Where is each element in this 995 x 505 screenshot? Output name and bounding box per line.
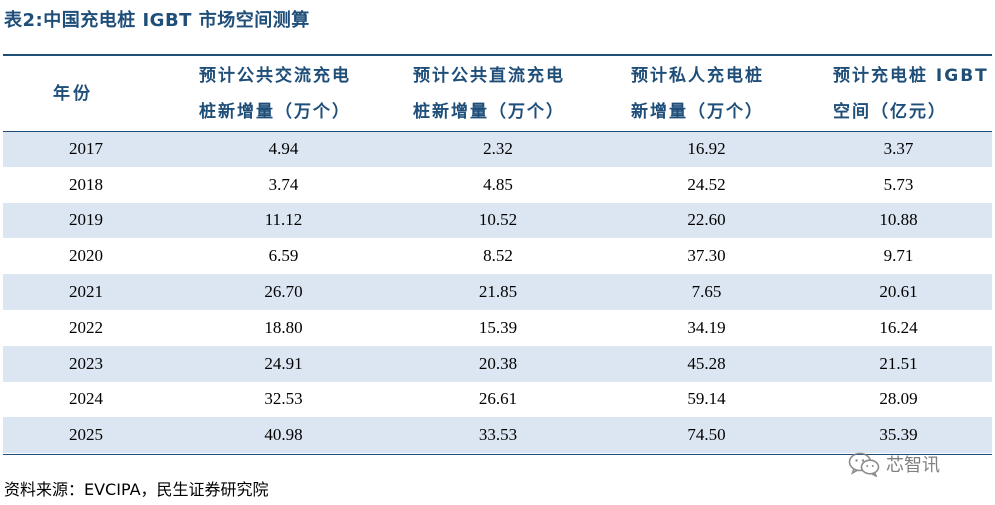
- header-line: 桩新增量（万个）: [413, 101, 565, 122]
- table-row: 2021 26.70 21.85 7.65 20.61: [3, 274, 992, 310]
- table-cell: 21.51: [805, 345, 992, 382]
- header-line: 预计公共直流充电: [413, 65, 565, 86]
- header-private: 预计私人充电桩 新增量（万个）: [608, 56, 805, 131]
- table-cell: 18.80: [179, 309, 388, 346]
- cell-year: 2022: [3, 309, 179, 346]
- header-year: 年份: [53, 83, 93, 104]
- table-cell: 22.60: [608, 202, 805, 239]
- table-cell: 15.39: [388, 309, 608, 346]
- table-cell: 34.19: [608, 309, 805, 346]
- header-public-dc: 预计公共直流充电 桩新增量（万个）: [388, 56, 608, 131]
- cell-year: 2020: [3, 238, 179, 275]
- table-row: 2024 32.53 26.61 59.14 28.09: [3, 381, 992, 418]
- header-igbt-space: 预计充电桩 IGBT 空间（亿元）: [805, 56, 992, 131]
- table-row: 2019 11.12 10.52 22.60 10.88: [3, 202, 992, 239]
- table-top-rule: [3, 54, 992, 56]
- wechat-icon: [848, 452, 880, 477]
- header-line: 预计充电桩 IGBT: [833, 65, 989, 86]
- table-row: 2018 3.74 4.85 24.52 5.73: [3, 166, 992, 203]
- header-line: 桩新增量（万个）: [199, 101, 351, 122]
- table-cell: 6.59: [179, 238, 388, 275]
- table-row: 2022 18.80 15.39 34.19 16.24: [3, 309, 992, 346]
- table-cell: 26.61: [388, 381, 608, 418]
- table-cell: 20.38: [388, 345, 608, 382]
- cell-year: 2018: [3, 166, 179, 203]
- table-cell: 33.53: [388, 417, 608, 454]
- table-cell: 37.30: [608, 238, 805, 275]
- table-cell: 5.73: [805, 166, 992, 203]
- table-cell: 40.98: [179, 417, 388, 454]
- table-cell: 20.61: [805, 274, 992, 310]
- header-line: 新增量（万个）: [631, 101, 764, 122]
- table-cell: 9.71: [805, 238, 992, 275]
- table-row: 2020 6.59 8.52 37.30 9.71: [3, 238, 992, 275]
- header-bottom-rule: [3, 131, 992, 132]
- watermark: 芯智讯: [848, 451, 940, 477]
- table-header: 年份 预计公共交流充电 桩新增量（万个） 预计公共直流充电 桩新增量（万个） 预…: [3, 56, 992, 131]
- header-line: 预计公共交流充电: [199, 65, 351, 86]
- table-cell: 32.53: [179, 381, 388, 418]
- table-bottom-rule: [3, 454, 992, 455]
- table-cell: 8.52: [388, 238, 608, 275]
- table-cell: 2.32: [388, 131, 608, 167]
- cell-year: 2019: [3, 202, 179, 239]
- watermark-text: 芯智讯: [886, 455, 940, 476]
- table-cell: 24.91: [179, 345, 388, 382]
- table-cell: 45.28: [608, 345, 805, 382]
- table-cell: 74.50: [608, 417, 805, 454]
- header-public-ac: 预计公共交流充电 桩新增量（万个）: [179, 56, 388, 131]
- table-cell: 7.65: [608, 274, 805, 310]
- table-cell: 4.85: [388, 166, 608, 203]
- table-cell: 3.74: [179, 166, 388, 203]
- table-cell: 35.39: [805, 417, 992, 454]
- cell-year: 2023: [3, 345, 179, 382]
- table-caption: 表2:中国充电桩 IGBT 市场空间测算: [4, 10, 310, 31]
- table-row: 2023 24.91 20.38 45.28 21.51: [3, 345, 992, 382]
- table-row: 2025 40.98 33.53 74.50 35.39: [3, 417, 992, 454]
- table-cell: 3.37: [805, 131, 992, 167]
- cell-year: 2017: [3, 131, 179, 167]
- table-body: 2017 4.94 2.32 16.92 3.37 2018 3.74 4.85 24.52 5.…: [3, 131, 992, 454]
- cell-year: 2024: [3, 381, 179, 418]
- table-cell: 10.88: [805, 202, 992, 239]
- table-cell: 16.92: [608, 131, 805, 167]
- table-cell: 21.85: [388, 274, 608, 310]
- table-cell: 28.09: [805, 381, 992, 418]
- market-table: 年份 预计公共交流充电 桩新增量（万个） 预计公共直流充电 桩新增量（万个） 预…: [3, 56, 992, 454]
- cell-year: 2025: [3, 417, 179, 454]
- table-cell: 24.52: [608, 166, 805, 203]
- source-note: 资料来源：EVCIPA，民生证券研究院: [4, 480, 269, 499]
- table-cell: 16.24: [805, 309, 992, 346]
- cell-year: 2021: [3, 274, 179, 310]
- table-cell: 11.12: [179, 202, 388, 239]
- table-cell: 26.70: [179, 274, 388, 310]
- table-cell: 10.52: [388, 202, 608, 239]
- table-cell: 59.14: [608, 381, 805, 418]
- table-row: 2017 4.94 2.32 16.92 3.37: [3, 131, 992, 167]
- header-line: 预计私人充电桩: [631, 65, 764, 86]
- header-line: 空间（亿元）: [833, 101, 947, 122]
- table-cell: 4.94: [179, 131, 388, 167]
